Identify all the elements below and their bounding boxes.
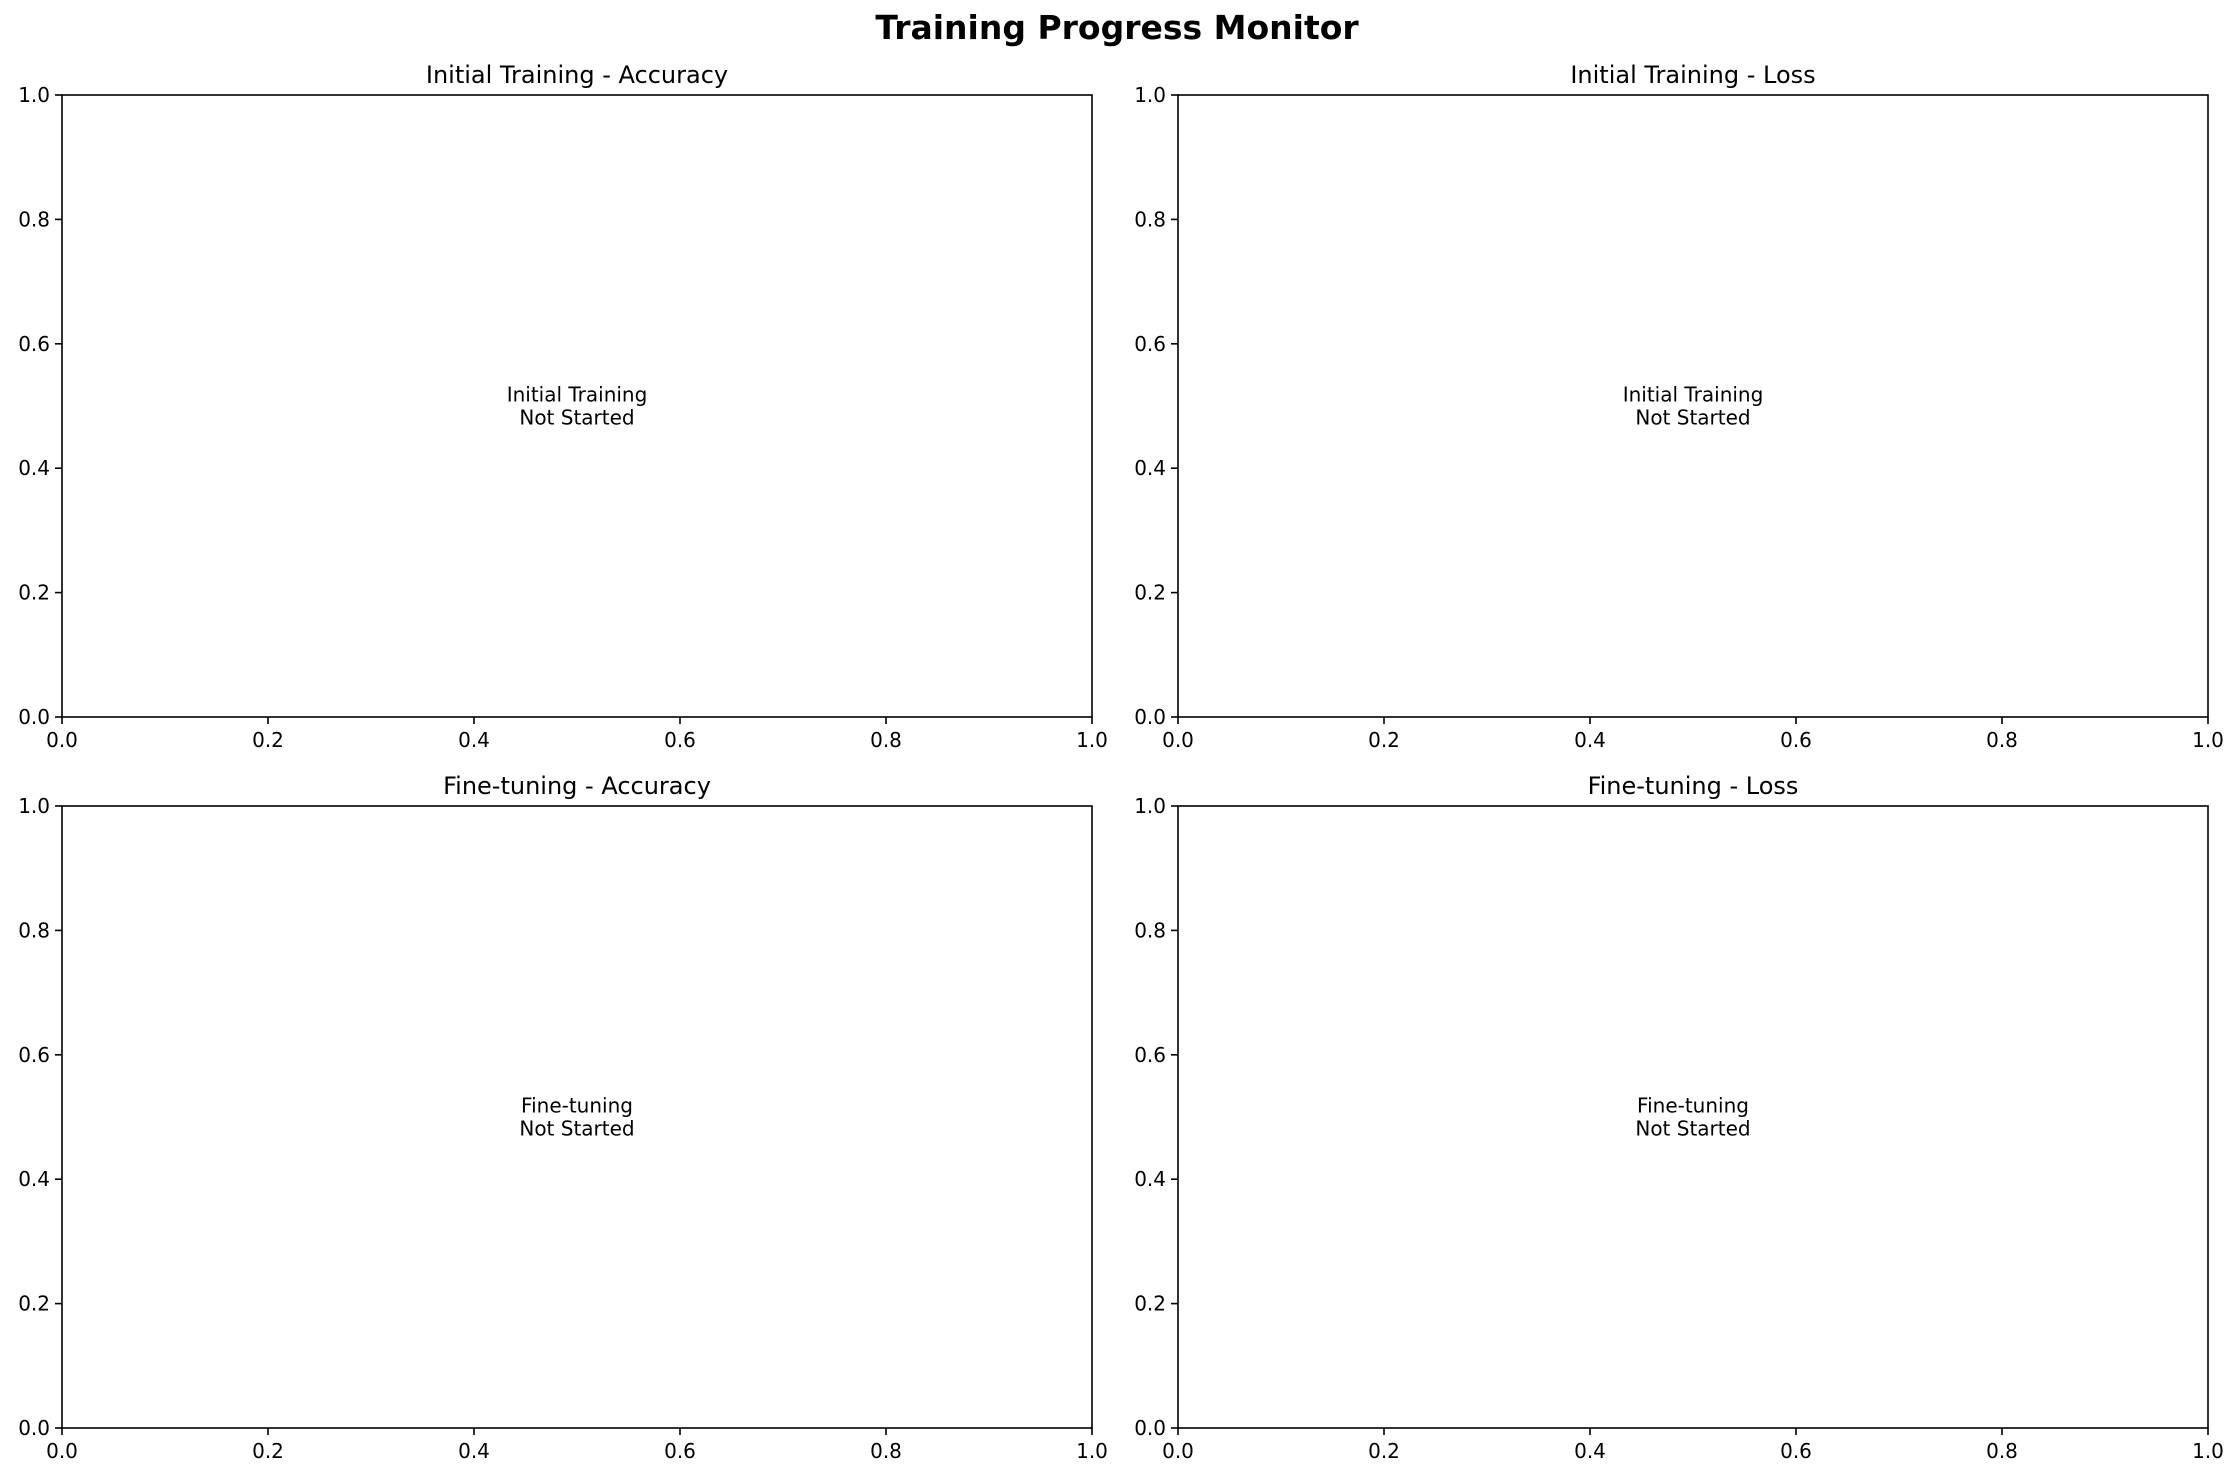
- annotation-text: Not Started: [1635, 1117, 1750, 1141]
- y-tick-label: 0.4: [18, 456, 50, 480]
- x-tick-label: 0.2: [1368, 728, 1400, 752]
- y-tick-label: 1.0: [1134, 83, 1166, 107]
- y-tick-label: 0.4: [18, 1167, 50, 1191]
- subplot-title: Initial Training - Loss: [1570, 61, 1815, 89]
- subplot-title: Initial Training - Accuracy: [426, 61, 728, 89]
- x-tick-label: 0.0: [46, 1439, 78, 1463]
- y-tick-label: 1.0: [18, 794, 50, 818]
- annotation-text: Not Started: [519, 1117, 634, 1141]
- axes-frame: [1177, 94, 2209, 718]
- y-tick-label: 0.8: [18, 207, 50, 231]
- subplot-4: Fine-tuning - Loss 0.0 0.2 0.4 0.6 0.8 1.0 0.0 0…: [1134, 772, 2224, 1463]
- y-tick-label: 1.0: [18, 83, 50, 107]
- y-tick-label: 0.2: [18, 581, 50, 605]
- y-tick-label: 0.2: [1134, 1292, 1166, 1316]
- y-tick-label: 0.2: [18, 1292, 50, 1316]
- x-tick-label: 0.8: [870, 1439, 902, 1463]
- y-tick-label: 0.4: [1134, 1167, 1166, 1191]
- y-tick-label: 0.0: [1134, 1416, 1166, 1440]
- annotation-text: Not Started: [1635, 406, 1750, 430]
- x-tick-label: 0.6: [664, 728, 696, 752]
- x-tick-label: 0.2: [252, 728, 284, 752]
- x-tick-label: 0.4: [1574, 1439, 1606, 1463]
- y-tick-label: 0.6: [1134, 332, 1166, 356]
- x-tick-label: 0.2: [252, 1439, 284, 1463]
- x-tick-label: 1.0: [1076, 728, 1108, 752]
- y-tick-label: 1.0: [1134, 794, 1166, 818]
- x-tick-label: 0.0: [1162, 728, 1194, 752]
- annotation-text: Fine-tuning: [521, 1094, 633, 1118]
- x-tick-label: 1.0: [2192, 1439, 2224, 1463]
- subplot-3: Fine-tuning - Accuracy 0.0 0.2 0.4 0.6 0.8 1.0…: [18, 772, 1108, 1463]
- figure-title: Training Progress Monitor: [875, 8, 1359, 47]
- x-tick-label: 0.0: [46, 728, 78, 752]
- x-tick-label: 0.2: [1368, 1439, 1400, 1463]
- y-tick-label: 0.4: [1134, 456, 1166, 480]
- x-tick-label: 0.8: [1986, 1439, 2018, 1463]
- x-tick-label: 1.0: [1076, 1439, 1108, 1463]
- y-tick-label: 0.6: [18, 1043, 50, 1067]
- annotation-text: Initial Training: [507, 383, 648, 407]
- axes-frame: [1177, 805, 2209, 1429]
- x-tick-label: 0.6: [664, 1439, 696, 1463]
- y-tick-label: 0.6: [18, 332, 50, 356]
- axes-frame: [61, 94, 1093, 718]
- x-tick-label: 0.4: [458, 728, 490, 752]
- y-tick-label: 0.8: [1134, 918, 1166, 942]
- y-tick-label: 0.2: [1134, 581, 1166, 605]
- x-tick-label: 0.8: [870, 728, 902, 752]
- axes-frame: [61, 805, 1093, 1429]
- subplot-2: Initial Training - Loss 0.0 0.2 0.4 0.6 0.8 1.…: [1134, 61, 2224, 752]
- y-tick-label: 0.0: [1134, 705, 1166, 729]
- subplot-title: Fine-tuning - Accuracy: [443, 772, 711, 800]
- annotation-text: Not Started: [519, 406, 634, 430]
- y-tick-label: 0.8: [18, 918, 50, 942]
- annotation-text: Initial Training: [1623, 383, 1764, 407]
- x-tick-label: 0.8: [1986, 728, 2018, 752]
- x-tick-label: 0.6: [1780, 728, 1812, 752]
- y-tick-label: 0.8: [1134, 207, 1166, 231]
- x-tick-label: 0.0: [1162, 1439, 1194, 1463]
- x-tick-label: 1.0: [2192, 728, 2224, 752]
- x-tick-label: 0.4: [458, 1439, 490, 1463]
- subplot-1: Initial Training - Accuracy 0.0 0.2 0.4 0.6 0…: [18, 61, 1108, 752]
- y-tick-label: 0.0: [18, 1416, 50, 1440]
- subplot-title: Fine-tuning - Loss: [1588, 772, 1799, 800]
- annotation-text: Fine-tuning: [1637, 1094, 1749, 1118]
- y-tick-label: 0.6: [1134, 1043, 1166, 1067]
- x-tick-label: 0.6: [1780, 1439, 1812, 1463]
- y-tick-label: 0.0: [18, 705, 50, 729]
- x-tick-label: 0.4: [1574, 728, 1606, 752]
